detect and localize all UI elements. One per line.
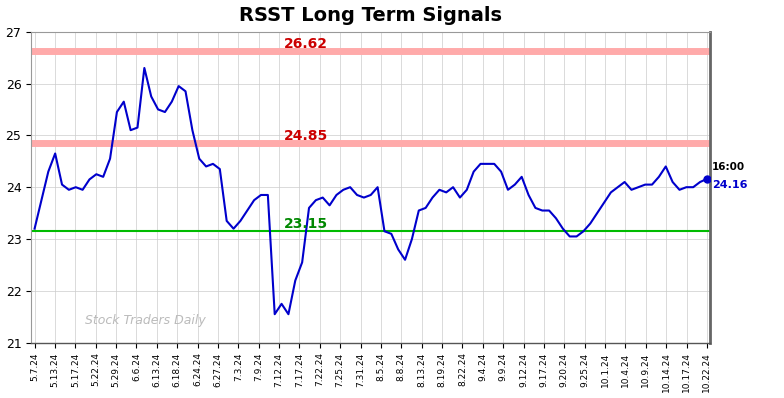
Text: 26.62: 26.62	[285, 37, 328, 51]
Text: 23.15: 23.15	[285, 217, 328, 231]
Text: 24.85: 24.85	[284, 129, 328, 143]
Text: 16:00: 16:00	[712, 162, 745, 172]
Title: RSST Long Term Signals: RSST Long Term Signals	[239, 6, 503, 25]
Text: Stock Traders Daily: Stock Traders Daily	[85, 314, 206, 327]
Text: 24.16: 24.16	[712, 180, 747, 190]
